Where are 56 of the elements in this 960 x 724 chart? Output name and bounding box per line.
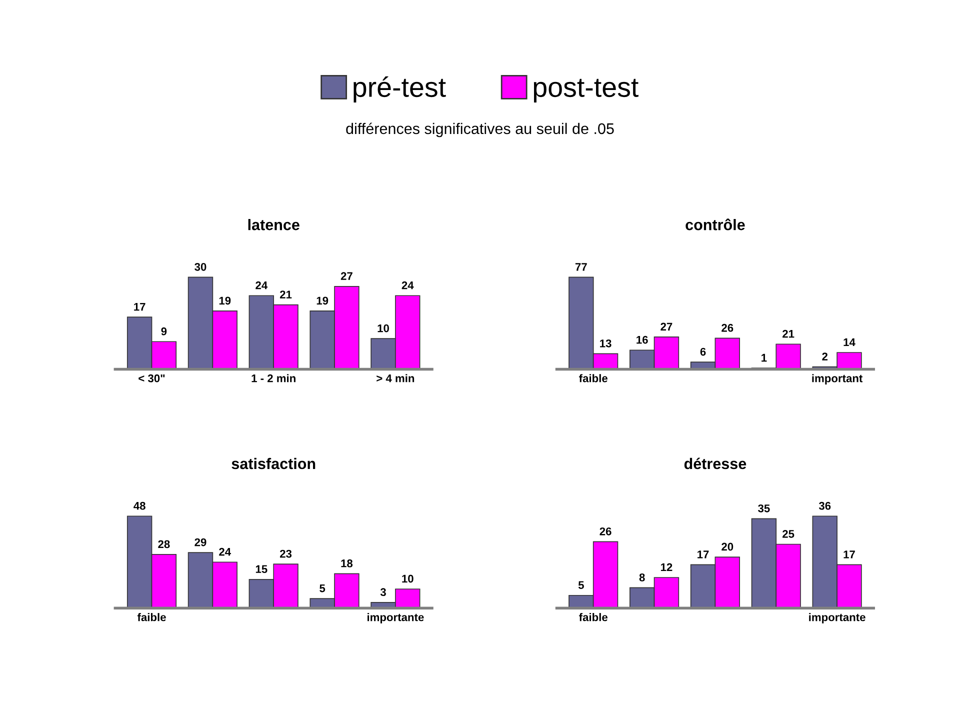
- data-label: 2: [822, 352, 828, 360]
- data-label: 1: [762, 354, 767, 362]
- data-label: 17: [844, 550, 855, 558]
- chart-title: contrôle: [686, 218, 745, 230]
- x-tick-label: faible: [579, 374, 608, 382]
- data-label: 5: [578, 581, 584, 590]
- data-label: 27: [340, 272, 352, 280]
- data-label: 19: [219, 296, 231, 305]
- x-tick-label: importante: [368, 613, 424, 624]
- x-tick-label: 1 - 2 min: [252, 374, 296, 382]
- data-label: 23: [280, 550, 292, 558]
- data-label: 17: [698, 550, 709, 558]
- x-tick-label: faible: [579, 613, 608, 622]
- chart-title: latence: [248, 219, 300, 230]
- data-label: 26: [722, 324, 734, 332]
- data-label: 9: [161, 327, 167, 336]
- x-tick-label: > 4 min: [376, 374, 414, 382]
- data-label: 8: [639, 573, 645, 582]
- data-label: 6: [700, 348, 706, 356]
- data-label: 15: [256, 565, 268, 574]
- data-label: 27: [660, 322, 672, 330]
- data-label: 21: [782, 330, 794, 338]
- data-label: 24: [256, 281, 268, 290]
- data-label: 10: [378, 324, 389, 332]
- data-label: 30: [194, 262, 206, 271]
- data-label: 14: [844, 338, 856, 346]
- x-tick-label: importante: [809, 613, 866, 624]
- data-label: 19: [316, 296, 328, 305]
- data-label: 18: [341, 559, 353, 568]
- data-label: 5: [320, 584, 326, 592]
- data-label: 26: [600, 527, 612, 536]
- chart-title: détresse: [684, 458, 746, 470]
- data-label: 20: [722, 542, 734, 551]
- data-label: 21: [280, 290, 292, 298]
- data-label: 35: [758, 504, 770, 512]
- legend-label: pré-test: [354, 76, 446, 103]
- data-label: 77: [575, 263, 587, 271]
- data-label: 29: [194, 538, 206, 546]
- data-label: 28: [158, 540, 170, 548]
- legend-label: post-test: [534, 78, 638, 103]
- x-tick-label: faible: [137, 613, 166, 622]
- data-label: 24: [402, 281, 414, 290]
- data-label: 3: [380, 588, 386, 596]
- data-label: 36: [818, 502, 831, 510]
- data-label: 16: [636, 336, 648, 344]
- data-label: 13: [600, 339, 612, 348]
- x-tick-label: < 30": [138, 374, 165, 382]
- x-tick-label: important: [812, 374, 863, 384]
- text: différences significatives au seuil de .05: [346, 122, 614, 138]
- data-label: 25: [782, 530, 794, 538]
- data-label: 12: [660, 563, 672, 572]
- data-label: 24: [219, 548, 231, 556]
- data-label: 48: [134, 502, 146, 510]
- data-label: 10: [402, 574, 414, 583]
- data-label: 17: [134, 302, 146, 311]
- chart-title: satisfaction: [232, 458, 316, 470]
